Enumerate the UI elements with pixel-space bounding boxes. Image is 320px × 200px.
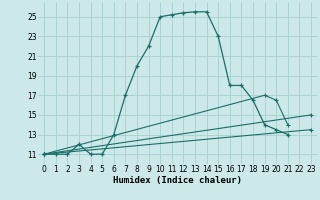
X-axis label: Humidex (Indice chaleur): Humidex (Indice chaleur) [113, 176, 242, 185]
